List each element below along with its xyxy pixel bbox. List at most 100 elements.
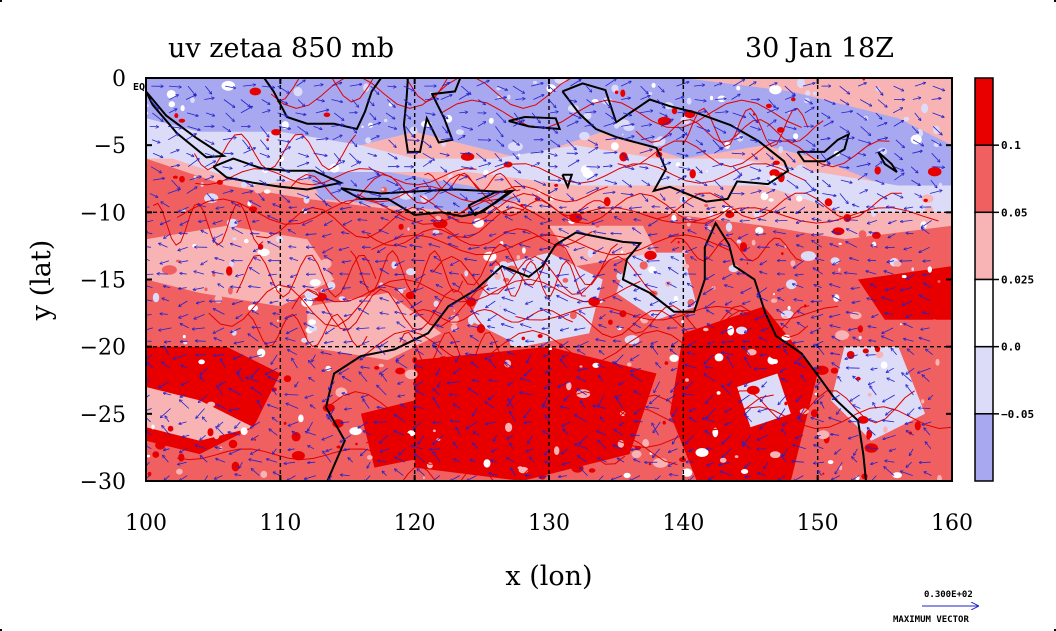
field-speckle (582, 169, 594, 178)
wind-vector (740, 206, 749, 211)
field-speckle (624, 335, 640, 345)
contour-line (635, 119, 824, 143)
field-speckle (746, 385, 760, 395)
wind-vector (593, 246, 604, 253)
field-speckle (221, 80, 236, 91)
field-speckle (497, 370, 509, 379)
field-speckle (937, 280, 941, 283)
wind-vector (671, 257, 679, 262)
wind-vector (278, 126, 291, 128)
field-speckle (839, 465, 843, 471)
wind-vector (673, 246, 680, 250)
field-speckle (363, 83, 370, 92)
wind-vector (298, 177, 311, 181)
wind-vector (621, 179, 631, 187)
wind-vector (846, 242, 858, 248)
contour-line (291, 288, 486, 331)
wind-vector (802, 83, 815, 87)
wind-vector (366, 175, 380, 181)
wind-vector (222, 126, 231, 131)
wind-vector (324, 256, 333, 262)
field-speckle (603, 197, 611, 207)
wind-vector (560, 243, 570, 248)
wind-vector (270, 233, 277, 234)
wind-vector (254, 258, 261, 262)
vorticity-map (146, 78, 952, 481)
wind-vector (343, 220, 353, 225)
contour-line (515, 305, 839, 321)
field-speckle (521, 336, 526, 341)
field-speckle (366, 455, 373, 460)
wind-vector (648, 234, 658, 235)
wind-vector (295, 112, 306, 115)
wind-vector (669, 268, 679, 275)
wind-vector (440, 95, 452, 100)
wind-vector (261, 99, 270, 105)
wind-vector (422, 152, 435, 160)
wind-vector (740, 220, 750, 221)
wind-vector (540, 206, 552, 207)
wind-vector (494, 97, 506, 100)
field-speckle (725, 459, 733, 469)
field-speckle (221, 363, 236, 373)
field-speckle (566, 381, 572, 391)
field-speckle (214, 294, 223, 304)
wind-vector (232, 228, 244, 235)
field-speckle (231, 461, 240, 472)
field-speckle (244, 238, 249, 244)
wind-vector (658, 85, 664, 92)
wind-vector (859, 99, 872, 107)
wind-vector (496, 139, 503, 147)
wind-vector (368, 166, 379, 175)
wind-vector (512, 166, 521, 173)
field-speckle (857, 325, 864, 333)
wind-vector (760, 206, 768, 212)
wind-vector (732, 126, 740, 131)
wind-vector (313, 126, 322, 129)
wind-vector (381, 204, 389, 208)
colorbar-label: 0.1 (1001, 139, 1021, 152)
field-speckle (810, 409, 819, 418)
wind-vector (149, 99, 158, 110)
wind-vector (331, 99, 342, 103)
field-speckle (793, 133, 799, 140)
field-speckle (335, 387, 348, 398)
field-speckle (892, 472, 902, 479)
wind-vector (453, 283, 461, 288)
wind-vector (306, 234, 317, 235)
field-speckle (681, 468, 693, 477)
field-speckle (361, 125, 364, 128)
field-speckle (769, 85, 782, 95)
wind-vector (223, 153, 233, 154)
wind-vector (442, 83, 449, 87)
field-speckle (746, 262, 749, 265)
field-speckle (679, 457, 687, 463)
x-axis-label: x (lon) (505, 561, 592, 592)
field-speckle (472, 218, 484, 228)
field-speckle (784, 401, 788, 406)
wind-vector (713, 126, 726, 133)
wind-vector (651, 314, 660, 315)
field-speckle (608, 319, 613, 325)
field-speckle (152, 292, 160, 303)
field-speckle (207, 428, 214, 437)
wind-vector (539, 271, 549, 275)
wind-vector (333, 152, 340, 161)
wind-vector (654, 272, 662, 275)
wind-vector (512, 85, 524, 93)
wind-vector (377, 328, 386, 329)
field-speckle (805, 90, 811, 96)
wind-vector (678, 166, 691, 170)
coastline (340, 187, 512, 218)
field-speckle (453, 309, 456, 312)
field-speckle (174, 113, 179, 119)
wind-vector (639, 111, 653, 114)
wind-vector (296, 80, 306, 87)
wind-vector (341, 232, 350, 234)
wind-vector (201, 260, 208, 265)
wind-vector (767, 139, 782, 142)
wind-vector (839, 85, 850, 94)
wind-vector (185, 95, 196, 100)
colorbar-segment (974, 413, 994, 482)
wind-vector (394, 245, 407, 248)
